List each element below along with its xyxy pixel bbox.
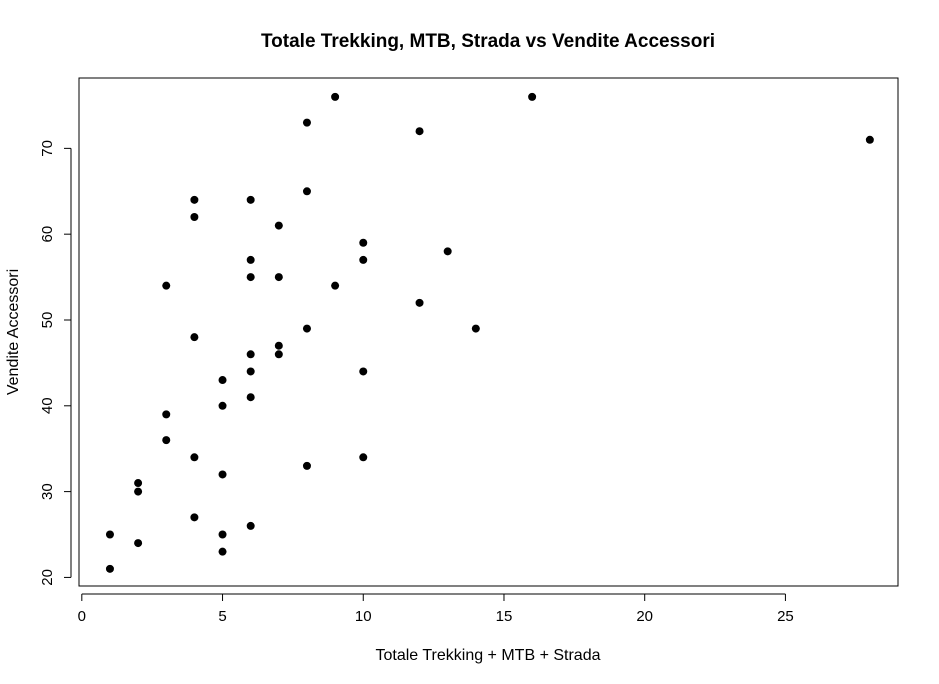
- data-point: [415, 127, 424, 136]
- data-point: [274, 273, 283, 282]
- data-point: [528, 92, 537, 101]
- data-point: [246, 255, 255, 264]
- data-point: [246, 195, 255, 204]
- data-point: [218, 547, 227, 556]
- x-tick-label: 20: [636, 608, 653, 625]
- data-point: [105, 530, 114, 539]
- data-point: [134, 539, 143, 548]
- data-point: [218, 401, 227, 410]
- data-point: [471, 324, 480, 333]
- data-point: [865, 135, 874, 144]
- data-point: [162, 410, 171, 419]
- data-point: [302, 118, 311, 127]
- data-point: [190, 213, 199, 222]
- data-point: [246, 521, 255, 530]
- plot-area-frame: [78, 77, 899, 587]
- y-tick-label: 70: [39, 140, 56, 157]
- x-axis: 0 5 10 15 20 25: [78, 593, 794, 625]
- y-tick-label: 20: [39, 569, 56, 586]
- data-point: [274, 350, 283, 359]
- data-point: [162, 281, 171, 290]
- x-tick-label: 15: [496, 608, 513, 625]
- chart-title: Totale Trekking, MTB, Strada vs Vendite …: [261, 31, 715, 52]
- data-point: [302, 324, 311, 333]
- data-point: [105, 564, 114, 573]
- data-point: [359, 238, 368, 247]
- data-point: [246, 367, 255, 376]
- y-tick-label: 40: [39, 397, 56, 414]
- data-point: [190, 453, 199, 462]
- data-point: [246, 393, 255, 402]
- x-axis-label: Totale Trekking + MTB + Strada: [376, 647, 601, 664]
- data-point: [274, 341, 283, 350]
- data-point: [359, 255, 368, 264]
- y-tick-label: 60: [39, 226, 56, 243]
- data-points: [105, 92, 874, 573]
- x-tick-label: 10: [355, 608, 372, 625]
- x-tick-label: 25: [777, 608, 794, 625]
- data-point: [246, 350, 255, 359]
- data-point: [190, 195, 199, 204]
- data-point: [359, 367, 368, 376]
- data-point: [331, 92, 340, 101]
- data-point: [218, 530, 227, 539]
- x-tick-label: 5: [218, 608, 226, 625]
- x-tick-label: 0: [78, 608, 86, 625]
- data-point: [246, 273, 255, 282]
- data-point: [190, 333, 199, 342]
- y-axis: 20 30 40 50 60 70: [39, 140, 72, 586]
- data-point: [190, 513, 199, 522]
- data-point: [274, 221, 283, 230]
- data-point: [162, 436, 171, 445]
- data-point: [302, 461, 311, 470]
- data-point: [359, 453, 368, 462]
- data-point: [331, 281, 340, 290]
- data-point: [218, 470, 227, 479]
- data-point: [218, 376, 227, 385]
- data-point: [134, 479, 143, 488]
- y-tick-label: 30: [39, 483, 56, 500]
- y-tick-label: 50: [39, 312, 56, 329]
- data-point: [443, 247, 452, 256]
- y-axis-label: Vendite Accessori: [5, 269, 22, 395]
- data-point: [134, 487, 143, 496]
- data-point: [415, 298, 424, 307]
- data-point: [302, 187, 311, 196]
